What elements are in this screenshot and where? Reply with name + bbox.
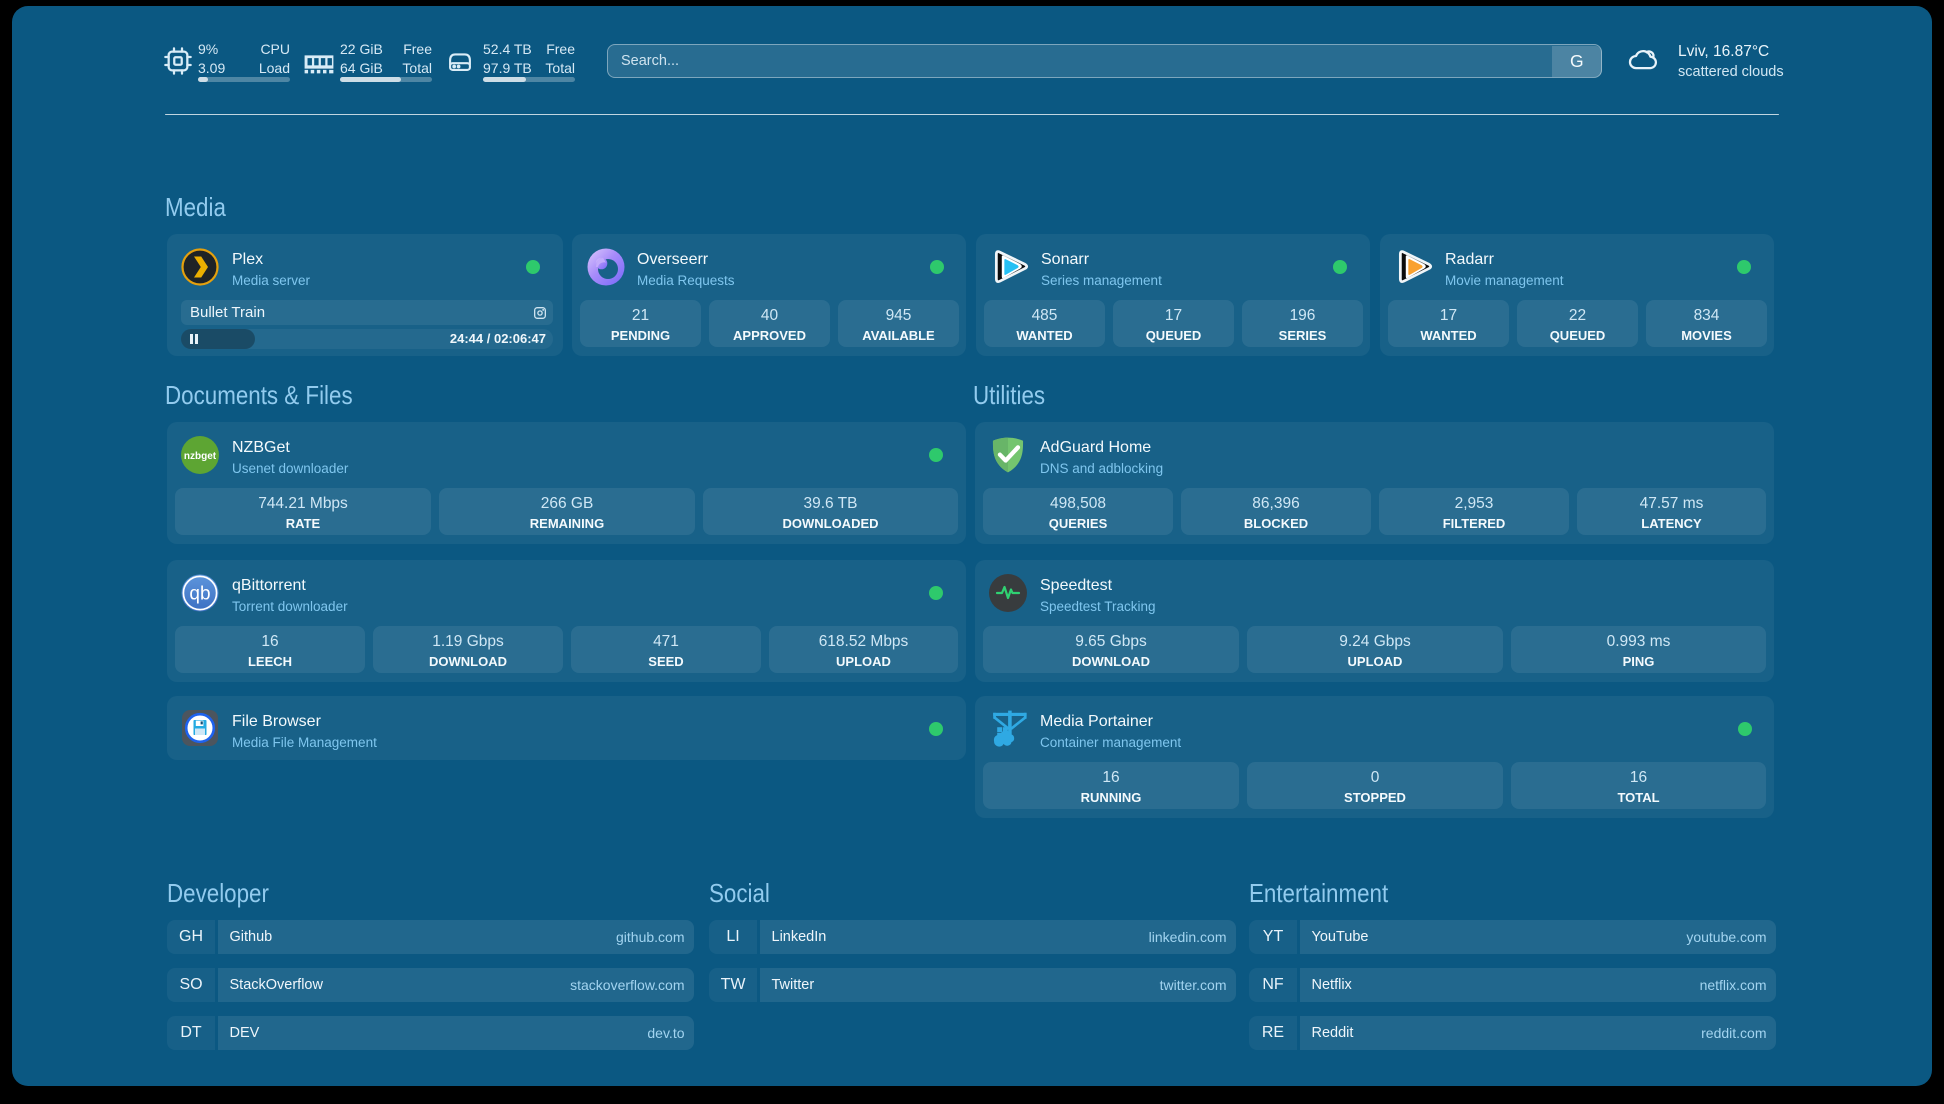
svg-text:qb: qb <box>189 584 210 605</box>
svg-text:nzbget: nzbget <box>184 451 217 462</box>
